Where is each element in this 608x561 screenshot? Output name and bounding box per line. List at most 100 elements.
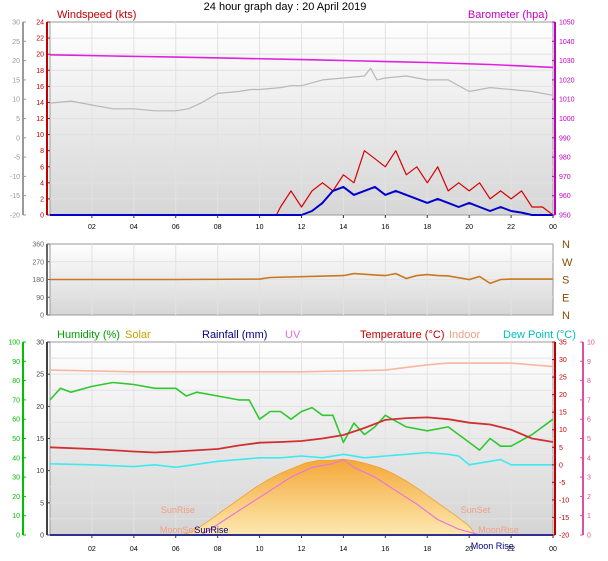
barometer-axis-label: Barometer (hpa)	[468, 9, 548, 21]
windspeed-outer-axis-tick-label: 10	[12, 97, 20, 104]
windspeed-axis-tick-label: 6	[40, 164, 44, 171]
humidity-axis-tick-label: 60	[12, 417, 20, 424]
windspeed-axis-tick-label: 14	[36, 100, 44, 107]
x-tick-label: 20	[465, 224, 473, 231]
humidity-axis-tick-label: 80	[12, 378, 20, 385]
humidity-axis-tick-label: 0	[16, 533, 20, 540]
x-tick-label: 10	[256, 546, 264, 553]
x-tick-label: 10	[256, 224, 264, 231]
temperature-line	[49, 416, 554, 454]
temperature-axis-tick-label: 35	[559, 340, 567, 347]
x-tick-label: 22	[507, 546, 515, 553]
windspeed-line	[50, 150, 554, 216]
indoor-line	[49, 362, 554, 373]
x-tick-label: 14	[340, 224, 348, 231]
rainfall-axis-tick-label: 25	[36, 372, 44, 379]
barometer-axis-tick-label: 1020	[559, 77, 575, 84]
humidity-axis-tick-label: 90	[12, 359, 20, 366]
humidity-axis-tick-label: 100	[8, 340, 20, 347]
compass-label: S	[562, 275, 569, 287]
astro-marker: SunSet	[461, 505, 491, 515]
windspeed-axis-tick-label: 20	[36, 52, 44, 59]
barometer-axis-tick-label: 1000	[559, 116, 575, 123]
uv-line	[50, 459, 553, 536]
direction-axis-tick-label: 90	[36, 295, 44, 302]
windspeed-axis-tick-label: 0	[40, 213, 44, 220]
astro-marker: MoonSet	[160, 525, 197, 535]
wind-barometer-panel: Windspeed (kts) Barometer (hpa) 30252015…	[10, 9, 575, 220]
legend-item: Temperature (°C)	[360, 329, 444, 341]
windspeed-axis-tick-label: 2	[40, 196, 44, 203]
windspeed-axis-tick-label: 22	[36, 36, 44, 43]
windspeed-axis-tick-label: 8	[40, 148, 44, 155]
humidity-axis-tick-label: 70	[12, 397, 20, 404]
barometer-axis-tick-label: 1010	[559, 97, 575, 104]
compass-label: E	[562, 292, 569, 304]
legend-item: Dew Point (°C)	[503, 329, 576, 341]
barometer-axis-tick-label: 960	[559, 193, 571, 200]
astro-marker: SunRise	[161, 505, 195, 515]
x-tick-label: 02	[88, 546, 96, 553]
barometer-axis-tick-label: 1050	[559, 20, 575, 27]
compass-label: W	[562, 257, 573, 269]
x-tick-label: 00	[549, 224, 557, 231]
windspeed-axis-tick-label: 18	[36, 68, 44, 75]
solar-area	[50, 458, 553, 536]
astro-marker: Moon Rise	[471, 541, 514, 551]
barometer-axis-tick-label: 950	[559, 213, 571, 220]
windspeed-axis-tick-label: 24	[36, 20, 44, 27]
legend-item: Rainfall (mm)	[202, 329, 267, 341]
legend-item: UV	[285, 329, 301, 341]
legend-item: Humidity (%)	[57, 329, 120, 341]
x-tick-label: 20	[465, 546, 473, 553]
wind-grid	[50, 22, 553, 215]
x-tick-label: 00	[549, 546, 557, 553]
barometer-axis-tick-label: 980	[559, 155, 571, 162]
x-tick-label: 08	[214, 224, 222, 231]
windspeed-outer-axis-tick-label: 0	[16, 135, 20, 142]
temperature-legend: Humidity (%) Solar Rainfall (mm) UV Temperat…	[57, 329, 576, 341]
uv-axis-tick-label: 1	[587, 513, 591, 520]
x-tick-label: 02	[88, 224, 96, 231]
x-tick-label: 08	[214, 546, 222, 553]
direction-axis-tick-label: 360	[32, 242, 44, 249]
direction-series	[50, 272, 553, 285]
barometer-line	[49, 54, 554, 69]
x-tick-label: 18	[423, 224, 431, 231]
humidity-line	[49, 381, 554, 451]
windspeed-axis-tick-label: 10	[36, 132, 44, 139]
uv-axis-tick-label: 4	[587, 455, 591, 462]
temperature-axis-tick-label: -5	[559, 480, 565, 487]
windspeed-axis-tick-label: 16	[36, 84, 44, 91]
temperature-panel: Humidity (%) Solar Rainfall (mm) UV Temperat…	[8, 329, 595, 551]
temperature-axis-tick-label: 15	[559, 410, 567, 417]
temperature-axis-tick-label: -10	[559, 497, 569, 504]
temperature-axis-tick-label: 25	[559, 375, 567, 382]
windspeed-axis-label: Windspeed (kts)	[57, 9, 136, 21]
windspeed-outer-axis-tick-label: -15	[10, 193, 20, 200]
astro-marker: SunRise	[194, 525, 228, 535]
grey-line	[49, 67, 554, 112]
uv-axis-tick-label: 9	[587, 359, 591, 366]
page-title: 24 hour graph day : 20 April 2019	[204, 1, 367, 13]
temperature-axis-tick-label: 5	[559, 445, 563, 452]
x-tick-label: 16	[381, 546, 389, 553]
windspeed-outer-axis-tick-label: 25	[12, 39, 20, 46]
barometer-axis-tick-label: 1040	[559, 39, 575, 46]
windspeed-outer-axis-tick-label: 30	[12, 20, 20, 27]
uv-axis-tick-label: 5	[587, 436, 591, 443]
windspeed-outer-axis-tick-label: 15	[12, 77, 20, 84]
x-tick-label: 12	[298, 224, 306, 231]
barometer-axis-tick-label: 990	[559, 135, 571, 142]
windspeed-outer-axis-tick-label: -5	[14, 155, 20, 162]
rainfall-axis-tick-label: 30	[36, 340, 44, 347]
temperature-axis-tick-label: -20	[559, 533, 569, 540]
rainfall-axis-tick-label: 0	[40, 533, 44, 540]
dewpoint-line	[49, 451, 553, 469]
x-tick-label: 04	[130, 224, 138, 231]
wind-series	[49, 54, 554, 216]
windspeed-outer-axis-tick-label: 5	[16, 116, 20, 123]
humidity-axis-tick-label: 50	[12, 436, 20, 443]
windspeed-axis-tick-label: 4	[40, 180, 44, 187]
